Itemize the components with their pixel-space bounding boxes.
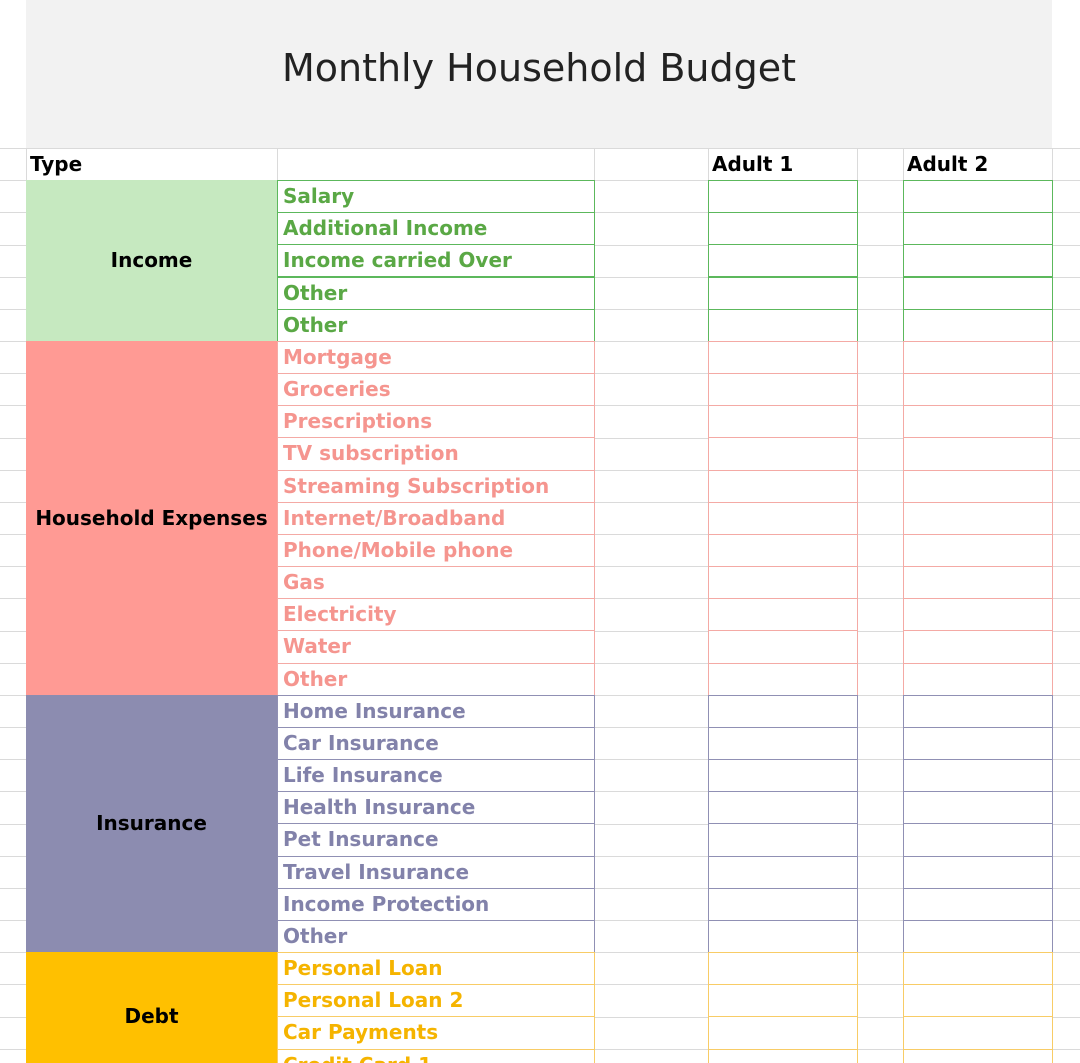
item-label: TV subscription	[277, 437, 595, 471]
item-label: Gas	[277, 566, 595, 600]
adult1-cell	[708, 759, 858, 793]
adult1-cell	[708, 276, 858, 310]
item-label: Internet/Broadband	[277, 501, 595, 535]
header-cell: Type	[30, 152, 83, 176]
group-label: Income	[26, 180, 277, 341]
adult2-cell	[903, 212, 1053, 246]
item-label: Other	[277, 919, 595, 954]
adult1-cell	[708, 726, 858, 761]
item-label: Home Insurance	[277, 694, 595, 728]
item-label: Additional Income	[277, 212, 595, 246]
item-label: Salary	[277, 180, 595, 214]
adult1-cell	[708, 630, 858, 664]
adult2-cell	[903, 919, 1053, 954]
adult1-cell	[708, 662, 858, 696]
item-label: Health Insurance	[277, 791, 595, 825]
group-label: Insurance	[26, 694, 277, 953]
adult2-cell	[903, 984, 1053, 1018]
adult1-cell	[708, 694, 858, 728]
adult1-cell	[708, 501, 858, 535]
adult2-cell	[903, 791, 1053, 825]
adult2-cell	[903, 855, 1053, 889]
item-label: Streaming Subscription	[277, 469, 595, 503]
adult2-cell	[903, 501, 1053, 535]
adult2-cell	[903, 244, 1053, 278]
item-label: Other	[277, 308, 595, 342]
item-label: Credit Card 1	[277, 1048, 595, 1063]
item-label: Car Insurance	[277, 726, 595, 761]
adult2-cell	[903, 759, 1053, 793]
item-label: Other	[277, 276, 595, 310]
item-label: Mortgage	[277, 340, 595, 374]
adult2-cell	[903, 694, 1053, 728]
adult1-cell	[708, 308, 858, 342]
adult1-cell	[708, 566, 858, 600]
item-label: Personal Loan	[277, 952, 595, 986]
item-label: Groceries	[277, 373, 595, 407]
adult1-cell	[708, 887, 858, 921]
adult2-cell	[903, 469, 1053, 503]
adult1-cell	[708, 212, 858, 246]
item-label: Travel Insurance	[277, 855, 595, 889]
adult1-cell	[708, 244, 858, 278]
adult1-cell	[708, 855, 858, 889]
header-cell: Adult 1	[712, 152, 794, 176]
adult2-cell	[903, 308, 1053, 342]
grid-line	[0, 148, 1080, 149]
group-label: Household Expenses	[26, 340, 277, 695]
item-label: Life Insurance	[277, 759, 595, 793]
adult2-cell	[903, 726, 1053, 761]
adult1-cell	[708, 405, 858, 439]
adult1-cell	[708, 791, 858, 825]
adult1-cell	[708, 952, 858, 986]
title: Monthly Household Budget	[281, 46, 797, 90]
item-label: Car Payments	[277, 1016, 595, 1050]
adult2-cell	[903, 630, 1053, 664]
adult2-cell	[903, 1016, 1053, 1050]
adult2-cell	[903, 598, 1053, 632]
adult1-cell	[708, 598, 858, 632]
item-label: Income Protection	[277, 887, 595, 921]
adult2-cell	[903, 276, 1053, 310]
header-cell: Adult 2	[907, 152, 989, 176]
adult1-cell	[708, 180, 858, 214]
item-label: Prescriptions	[277, 405, 595, 439]
adult1-cell	[708, 469, 858, 503]
adult2-cell	[903, 340, 1053, 374]
adult2-cell	[903, 405, 1053, 439]
item-label: Other	[277, 662, 595, 696]
item-label: Phone/Mobile phone	[277, 533, 595, 568]
adult1-cell	[708, 1016, 858, 1050]
adult2-cell	[903, 437, 1053, 471]
adult1-cell	[708, 984, 858, 1018]
item-label: Pet Insurance	[277, 823, 595, 857]
adult2-cell	[903, 952, 1053, 986]
adult2-cell	[903, 533, 1053, 568]
adult2-cell	[903, 823, 1053, 857]
adult1-cell	[708, 373, 858, 407]
item-label: Electricity	[277, 598, 595, 632]
adult2-cell	[903, 1048, 1053, 1063]
adult1-cell	[708, 919, 858, 954]
adult1-cell	[708, 437, 858, 471]
adult2-cell	[903, 373, 1053, 407]
group-label: Debt	[26, 952, 277, 1063]
adult1-cell	[708, 340, 858, 374]
adult1-cell	[708, 533, 858, 568]
adult1-cell	[708, 823, 858, 857]
adult1-cell	[708, 1048, 858, 1063]
title-area: Monthly Household Budget	[26, 0, 1052, 148]
item-label: Income carried Over	[277, 244, 595, 278]
item-label: Water	[277, 630, 595, 664]
adult2-cell	[903, 887, 1053, 921]
adult2-cell	[903, 662, 1053, 696]
adult2-cell	[903, 566, 1053, 600]
adult2-cell	[903, 180, 1053, 214]
item-label: Personal Loan 2	[277, 984, 595, 1018]
